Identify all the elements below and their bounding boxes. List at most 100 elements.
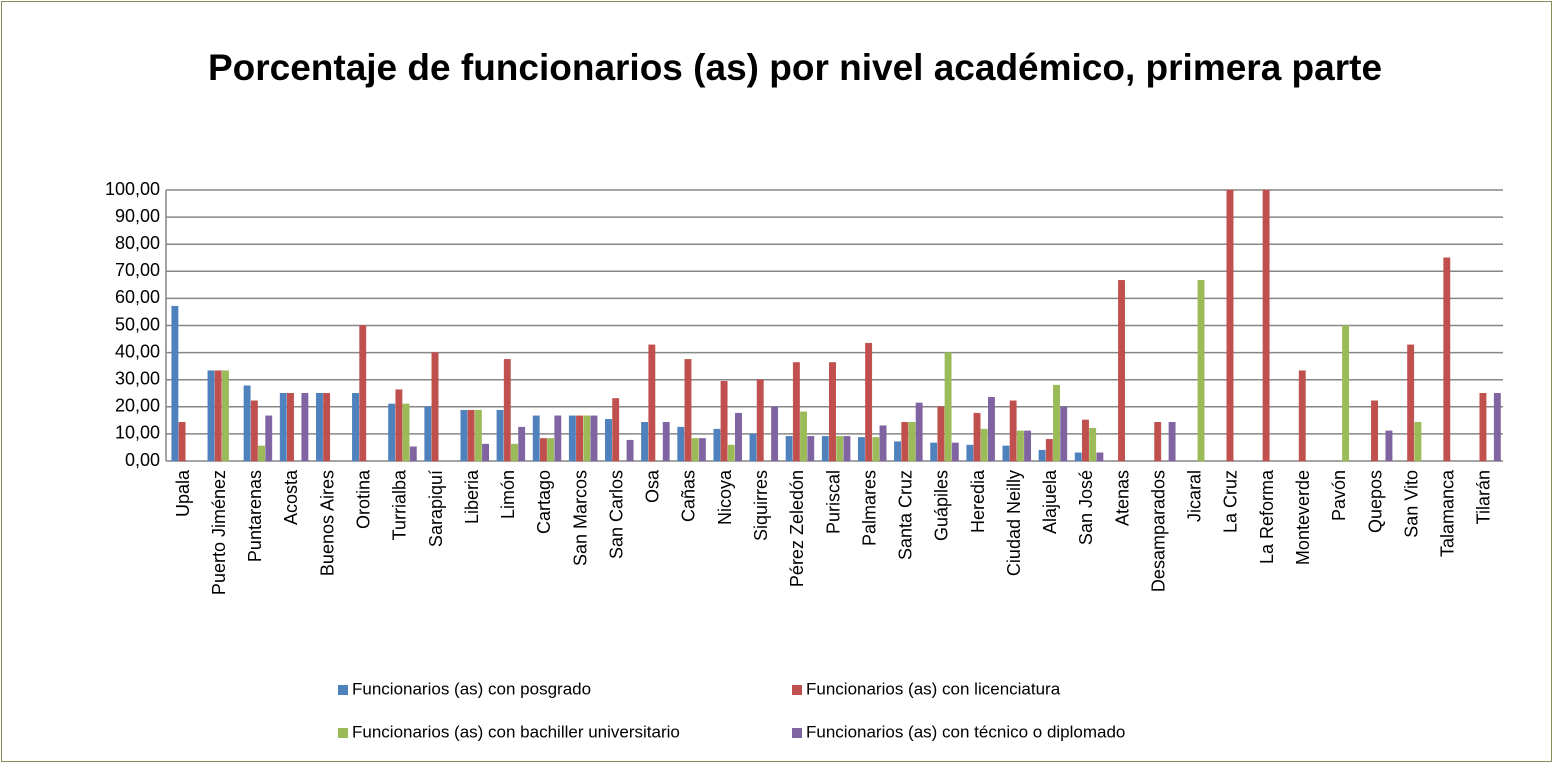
bar (987, 396, 995, 462)
bar (1154, 422, 1162, 462)
x-tick-label: Tilarán (1474, 470, 1494, 524)
x-tick-label: Liberia (462, 469, 482, 524)
bar (1024, 430, 1032, 462)
x-tick-label: Cartago (534, 470, 554, 534)
bar (554, 415, 562, 462)
bar (214, 370, 222, 462)
y-tick-label: 60,00 (115, 287, 160, 307)
bar (178, 422, 186, 462)
bar (879, 425, 887, 462)
bar (800, 411, 808, 462)
bar (756, 379, 764, 462)
y-tick-label: 0,00 (125, 450, 160, 470)
x-tick-label: Pavón (1329, 470, 1349, 521)
bar (641, 422, 649, 462)
y-tick-label: 100,00 (105, 179, 160, 199)
x-tick-label: Orotina (353, 469, 373, 529)
bar (1060, 406, 1068, 462)
x-tick-label: Puriscal (823, 470, 843, 534)
bar (359, 325, 367, 462)
x-tick-label: San José (1076, 470, 1096, 545)
x-tick-label: Upala (173, 469, 193, 517)
bar (532, 415, 540, 462)
bar (539, 438, 547, 462)
bar (1385, 430, 1393, 462)
x-tick-label: San Marcos (570, 470, 590, 566)
bar (1414, 422, 1422, 462)
bar (474, 409, 482, 462)
x-tick-label: San Carlos (606, 470, 626, 559)
bar (930, 442, 938, 462)
bar (221, 370, 229, 462)
bar (1226, 189, 1234, 462)
bar (395, 389, 403, 462)
bar (785, 436, 793, 462)
legend-label: Funcionarios (as) con licenciatura (806, 679, 1061, 698)
x-tick-label: Talamanca (1438, 469, 1458, 557)
bar (713, 428, 721, 462)
x-tick-label: Siquirres (751, 470, 771, 541)
chart-title: Porcentaje de funcionarios (as) por nive… (207, 47, 1383, 88)
x-tick-label: Cañas (679, 470, 699, 522)
bar (1342, 325, 1350, 462)
bar (771, 406, 779, 462)
bar (250, 400, 258, 462)
bar (503, 359, 511, 462)
bar (944, 352, 952, 462)
bar (583, 415, 591, 462)
bar (792, 362, 800, 462)
x-tick-label: Acosta (281, 469, 301, 525)
bar (1407, 344, 1415, 462)
x-tick-label: Ciudad Neilly (1004, 470, 1024, 576)
bar (467, 409, 475, 462)
bar (691, 438, 699, 462)
y-tick-label: 20,00 (115, 396, 160, 416)
bar (590, 415, 598, 462)
bar (576, 415, 584, 462)
legend-label: Funcionarios (as) con posgrado (352, 679, 591, 698)
x-tick-label: Nicoya (715, 469, 735, 525)
y-tick-label: 70,00 (115, 260, 160, 280)
bar (626, 439, 634, 462)
bar (1479, 393, 1487, 462)
x-tick-label: Limón (498, 470, 518, 519)
bar (518, 426, 526, 462)
bar (301, 393, 309, 462)
legend-swatch (792, 728, 802, 738)
x-tick-label: Alajuela (1040, 469, 1060, 534)
x-tick-label: La Cruz (1221, 470, 1241, 533)
bar (409, 446, 417, 462)
bar (431, 352, 439, 462)
x-tick-label: Turrialba (390, 469, 410, 540)
bar (937, 406, 945, 462)
bar (1053, 384, 1060, 462)
bar (243, 385, 251, 462)
bar (1298, 370, 1306, 462)
legend-swatch (792, 685, 802, 695)
bar (727, 444, 735, 462)
bar (323, 393, 331, 462)
x-tick-label: Buenos Aires (317, 470, 337, 576)
bar (511, 443, 518, 462)
bar (648, 344, 656, 462)
bar (821, 436, 829, 462)
x-tick-label: Quepos (1365, 470, 1385, 533)
bar (258, 445, 265, 462)
legend-label: Funcionarios (as) con técnico o diplomad… (806, 722, 1125, 741)
bar (424, 406, 432, 462)
bar (279, 393, 287, 462)
bar (872, 437, 880, 462)
x-tick-label: Monteverde (1293, 470, 1313, 565)
bar (894, 441, 902, 462)
y-tick-label: 90,00 (115, 206, 160, 226)
bar (1002, 445, 1010, 462)
bar (807, 436, 815, 462)
bar (1009, 400, 1017, 462)
x-tick-label: Desamparados (1148, 470, 1168, 592)
bar (1074, 452, 1082, 462)
bar (829, 362, 836, 462)
y-tick-label: 30,00 (115, 368, 160, 388)
bar (605, 419, 612, 462)
